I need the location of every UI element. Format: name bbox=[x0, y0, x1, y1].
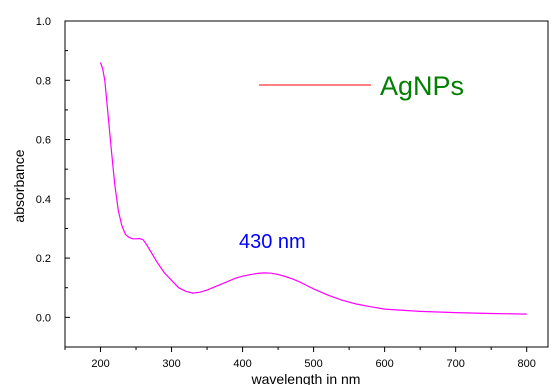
peak-annotation: 430 nm bbox=[239, 231, 306, 253]
y-axis-ticks: 0.0 0.2 0.4 0.6 0.8 1.0 bbox=[36, 16, 70, 348]
x-tick-label: 800 bbox=[518, 358, 536, 370]
x-tick-label: 400 bbox=[233, 358, 251, 370]
y-axis-title: absorbance bbox=[11, 149, 27, 222]
y-tick-label: 1.0 bbox=[36, 16, 51, 28]
x-tick-label: 200 bbox=[91, 358, 109, 370]
x-axis-title: wavelength in nm bbox=[251, 371, 361, 385]
y-tick-label: 0.4 bbox=[36, 194, 51, 206]
x-tick-label: 700 bbox=[446, 358, 464, 370]
plot-frame bbox=[64, 20, 549, 348]
x-tick-label: 600 bbox=[375, 358, 393, 370]
y-tick-label: 0.0 bbox=[36, 312, 51, 324]
x-axis-ticks: 200 300 400 500 600 700 800 bbox=[64, 347, 536, 370]
series-line-agnps bbox=[99, 62, 527, 315]
legend-label-agnps: AgNPs bbox=[380, 71, 464, 101]
x-tick-label: 500 bbox=[304, 358, 322, 370]
y-tick-label: 0.6 bbox=[36, 135, 51, 147]
x-tick-label: 300 bbox=[162, 358, 180, 370]
y-tick-label: 0.2 bbox=[36, 253, 51, 265]
y-tick-label: 0.8 bbox=[36, 75, 51, 87]
